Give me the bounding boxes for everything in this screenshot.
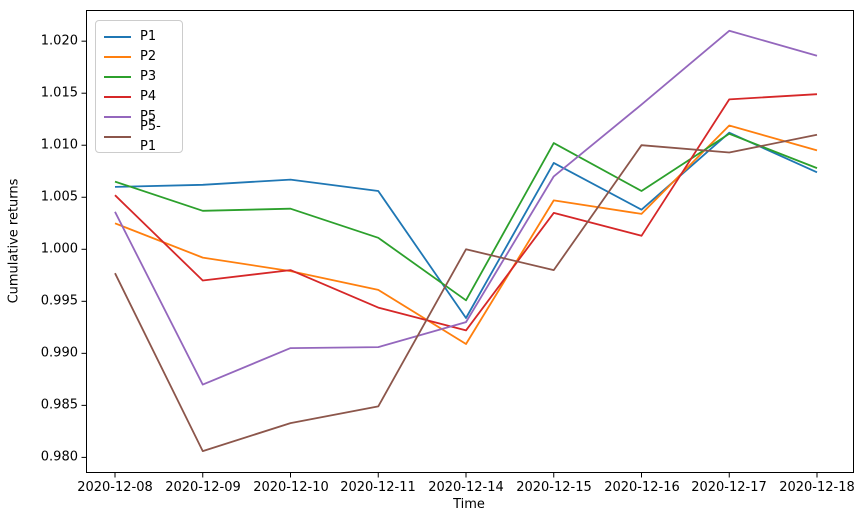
legend-item-p5-p1: P5-P1 xyxy=(104,119,174,154)
legend-label: P5 xyxy=(140,109,157,124)
y-tick-label: 1.020 xyxy=(40,33,78,49)
x-tick-label: 2020-12-15 xyxy=(516,480,592,495)
y-tick-label: 0.985 xyxy=(40,397,78,413)
legend-line-icon xyxy=(104,76,131,78)
legend-label: P2 xyxy=(140,49,157,64)
legend-label: P1 xyxy=(140,29,157,44)
legend-item-p4: P4 xyxy=(104,87,174,107)
legend-item-p5: P5 xyxy=(104,107,174,127)
legend-label: P4 xyxy=(140,89,157,104)
y-tick-label: 1.015 xyxy=(40,85,78,101)
legend-line-icon xyxy=(104,36,131,38)
legend-item-p1: P1 xyxy=(104,27,174,47)
series-line-p5 xyxy=(114,29,818,386)
x-tick-label: 2020-12-14 xyxy=(428,480,504,495)
x-tick-label: 2020-12-17 xyxy=(691,480,767,495)
axes-frame xyxy=(86,10,854,473)
x-tick-label: 2020-12-10 xyxy=(253,480,329,495)
legend-label: P5-P1 xyxy=(140,119,161,154)
x-axis-label: Time xyxy=(453,497,485,512)
legend: P1 P2 P3 P4 P5 P5-P1 xyxy=(95,20,183,154)
legend-item-p2: P2 xyxy=(104,47,174,67)
legend-item-p3: P3 xyxy=(104,67,174,87)
y-tick-label: 1.005 xyxy=(40,189,78,205)
x-tick-label: 2020-12-16 xyxy=(604,480,680,495)
x-tick-label: 2020-12-11 xyxy=(340,480,416,495)
legend-label: P3 xyxy=(140,69,157,84)
x-tick-label: 2020-12-09 xyxy=(165,480,241,495)
series-line-p1 xyxy=(114,131,818,319)
y-tick-label: 0.995 xyxy=(40,293,78,309)
y-tick-label: 1.000 xyxy=(40,241,78,257)
y-tick-label: 1.010 xyxy=(40,137,78,153)
legend-line-icon xyxy=(104,56,131,58)
y-tick-label: 0.990 xyxy=(40,345,78,361)
legend-line-icon xyxy=(104,116,131,118)
y-axis-label: Cumulative returns xyxy=(6,178,22,304)
series-line-p3 xyxy=(114,132,818,302)
x-tick-label: 2020-12-08 xyxy=(77,480,153,495)
series-line-p2 xyxy=(114,124,818,345)
series-line-p4 xyxy=(114,93,818,332)
series-line-p5-p1 xyxy=(114,133,818,453)
legend-line-icon xyxy=(104,96,131,98)
x-tick-label: 2020-12-18 xyxy=(779,480,855,495)
y-tick-label: 0.980 xyxy=(40,449,78,465)
legend-line-icon xyxy=(104,136,131,138)
